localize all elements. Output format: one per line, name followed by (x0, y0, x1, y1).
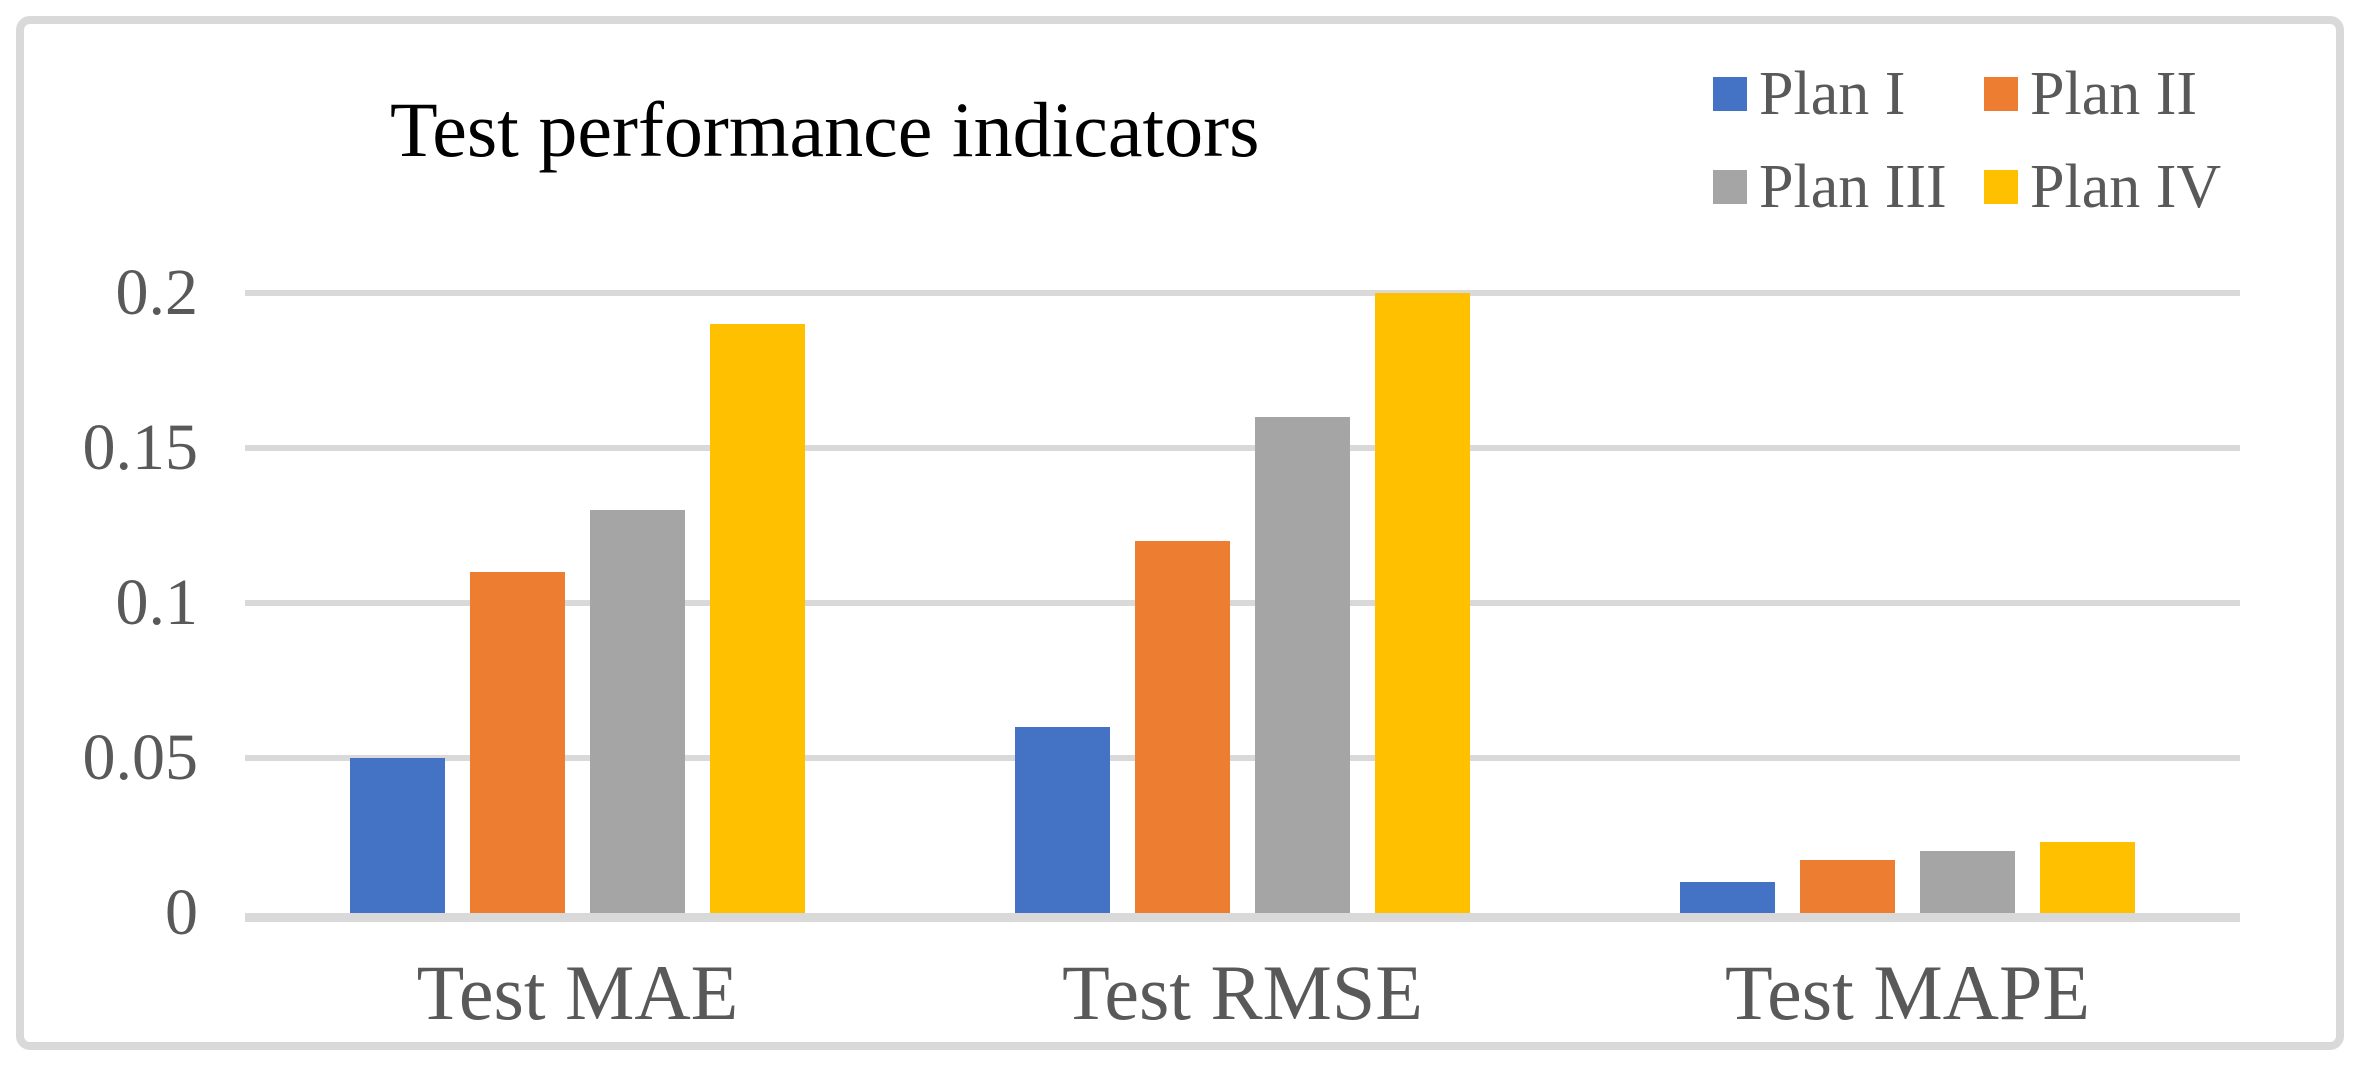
legend-swatch-plan-iv (1984, 170, 2018, 204)
y-axis-tick-0-2: 0.2 (115, 256, 199, 329)
legend-item-plan-ii: Plan II (1984, 63, 2197, 125)
bar-plan-i-test-rmse (1015, 727, 1110, 913)
chart-frame-border (16, 16, 2344, 1050)
y-axis-tick-0-05: 0.05 (82, 721, 199, 794)
x-axis-label-test-rmse: Test RMSE (1062, 949, 1423, 1036)
legend-label-plan-iii: Plan III (1759, 153, 1947, 221)
bar-plan-iii-test-mape (1920, 851, 2015, 913)
legend-item-plan-iv: Plan IV (1984, 156, 2221, 218)
gridline (245, 600, 2240, 606)
bar-plan-iv-test-mape (2040, 841, 2135, 913)
bar-plan-iii-test-mae (590, 510, 685, 913)
legend-label-plan-ii: Plan II (2030, 60, 2198, 128)
x-axis-label-test-mape: Test MAPE (1724, 949, 2091, 1036)
y-axis-tick-0-15: 0.15 (82, 411, 199, 484)
bar-plan-iv-test-mae (710, 324, 805, 913)
legend-swatch-plan-ii (1984, 77, 2018, 111)
bar-plan-ii-test-rmse (1135, 541, 1230, 913)
x-axis-line (245, 913, 2240, 922)
bar-plan-i-test-mae (350, 758, 445, 913)
gridline (245, 290, 2240, 296)
bar-plan-iii-test-rmse (1255, 417, 1350, 913)
legend-swatch-plan-iii (1713, 170, 1747, 204)
legend-label-plan-iv: Plan IV (2030, 153, 2222, 221)
bar-plan-i-test-mape (1680, 882, 1775, 913)
gridline (245, 755, 2240, 761)
legend-swatch-plan-i (1713, 77, 1747, 111)
y-axis-tick-0: 0 (165, 876, 198, 949)
x-axis-label-test-mae: Test MAE (416, 949, 739, 1036)
bar-plan-ii-test-mae (470, 572, 565, 913)
legend-item-plan-i: Plan I (1713, 63, 1905, 125)
bar-plan-iv-test-rmse (1375, 293, 1470, 913)
legend-item-plan-iii: Plan III (1713, 156, 1947, 218)
y-axis-tick-0-1: 0.1 (115, 566, 199, 639)
chart-title: Test performance indicators (390, 86, 1260, 173)
bar-plan-ii-test-mape (1800, 860, 1895, 913)
gridline (245, 445, 2240, 451)
legend-label-plan-i: Plan I (1759, 60, 1906, 128)
